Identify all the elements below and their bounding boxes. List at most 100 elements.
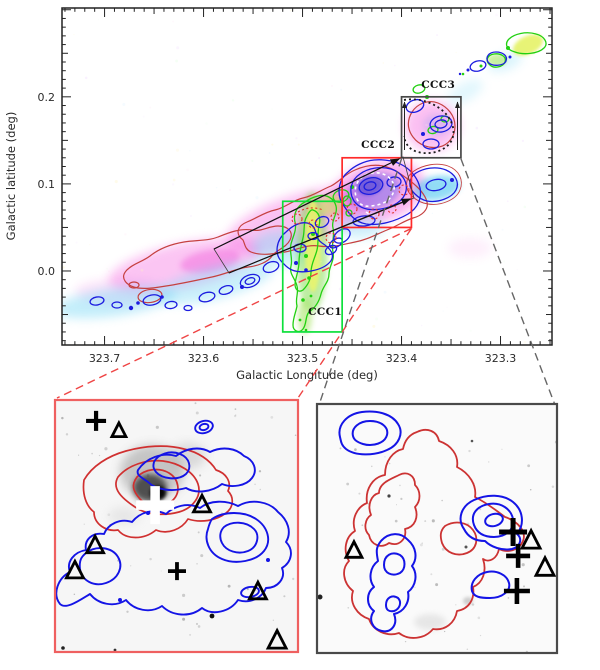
x-axis-title: Galactic Longitude (deg) (236, 368, 378, 382)
noise-dot (195, 622, 198, 625)
source-markers (343, 517, 557, 604)
blue-contour (239, 273, 261, 289)
noise-dot (507, 597, 510, 599)
noise-dot (140, 268, 144, 272)
green-contour (427, 125, 439, 135)
red-contour (123, 225, 292, 289)
blue-contour (276, 222, 334, 273)
noise-dot (441, 499, 443, 502)
noise-dot (421, 542, 423, 544)
cutout-border-red (53, 398, 300, 654)
noise-dot (318, 157, 321, 160)
noise-dot (84, 76, 88, 80)
noise-dot (104, 447, 108, 451)
star-speck (209, 613, 215, 619)
noise-dot (399, 484, 401, 487)
noise-dot (442, 140, 445, 143)
noise-dot (200, 554, 204, 558)
noise-dot (430, 573, 433, 576)
noise-dot (98, 454, 101, 457)
blue-contour (89, 296, 105, 306)
x-tick-label: 323.5 (287, 352, 319, 365)
noise-dot (455, 604, 457, 606)
noise-dot (320, 260, 322, 263)
noise-dot (435, 583, 439, 587)
star-speck (470, 439, 474, 443)
noise-dot (235, 414, 237, 416)
blue-contours (338, 410, 523, 633)
noise-dot (246, 207, 248, 209)
blue-dot (146, 511, 150, 515)
green-contour (505, 32, 547, 55)
region-box-ccc3 (400, 95, 462, 159)
noise-dot (419, 543, 423, 547)
noise-dot (501, 448, 503, 450)
cyan-emission-blob (414, 175, 460, 201)
noise-dot (259, 488, 262, 491)
blue-contour (484, 512, 504, 528)
green-contour (345, 209, 353, 217)
purple-emission-core (423, 114, 451, 136)
red-contour (439, 521, 478, 556)
noise-dot (149, 106, 152, 109)
red-dashed-circle (325, 232, 337, 244)
green-emission-blob (487, 54, 507, 66)
marker-plus (499, 517, 528, 546)
star-speck (464, 545, 468, 549)
red-contour (364, 472, 421, 547)
noise-dot (475, 126, 479, 130)
blue-contour (324, 244, 338, 256)
noise-dot (221, 512, 223, 514)
x-tick-label: 323.3 (485, 352, 517, 365)
star-speck (113, 648, 117, 651)
noise-dot (340, 88, 343, 91)
red-contour (128, 281, 140, 289)
noise-dot (372, 324, 376, 328)
noise-dot (189, 150, 191, 152)
blue-contour (385, 595, 402, 613)
dark-cloud (170, 443, 206, 469)
noise-dot (106, 267, 109, 270)
noise-dot (529, 489, 532, 491)
noise-dot (383, 290, 387, 294)
noise-dot (521, 139, 525, 143)
marker-triangle (64, 558, 86, 580)
cutout-contours (56, 419, 292, 616)
noise-dot (172, 178, 176, 182)
red-contour (407, 100, 456, 149)
noise-dot (215, 186, 218, 189)
annotation-arrows (213, 98, 460, 274)
noise-dot (551, 485, 555, 488)
noise-dot (358, 492, 361, 495)
noise-dot (442, 310, 444, 312)
noise-dot (254, 483, 256, 486)
noise-dot (346, 482, 350, 486)
noise-dot (149, 557, 152, 561)
blue-contour (470, 570, 511, 599)
blue-contour (218, 284, 234, 296)
noise-dot (347, 606, 350, 609)
marker-plus (506, 543, 531, 568)
ccc-region-boxes: CCC1 CCC2 CCC3 (281, 79, 462, 333)
noise-dot (339, 447, 342, 450)
noise-dot (160, 570, 162, 572)
noise-dot (246, 588, 249, 591)
blue-contour (486, 51, 508, 66)
noise-dot (83, 523, 85, 525)
noise-dot (61, 416, 64, 420)
blue-contour (314, 215, 330, 229)
blue-contour (244, 277, 256, 285)
noise-dot (549, 186, 551, 188)
noise-dot (176, 46, 180, 50)
blue-dot (118, 598, 122, 602)
x-tick-label: 323.6 (188, 352, 220, 365)
bottom-left-panel (53, 398, 300, 654)
marker-triangle (247, 579, 269, 601)
noise-dot (155, 425, 159, 429)
region-label-ccc1: CCC1 (308, 306, 342, 318)
red-dashed-circle (308, 219, 318, 229)
noise-dot (171, 183, 175, 186)
blue-contour (111, 301, 123, 309)
